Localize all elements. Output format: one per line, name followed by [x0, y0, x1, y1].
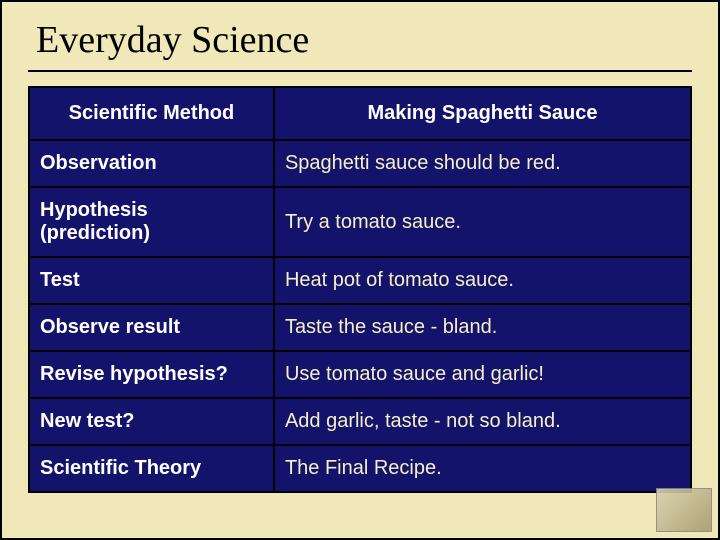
cell-method: Scientific Theory: [29, 445, 274, 492]
cell-example: The Final Recipe.: [274, 445, 691, 492]
cell-method: Observe result: [29, 304, 274, 351]
table-row: Revise hypothesis? Use tomato sauce and …: [29, 351, 691, 398]
table-row: Observation Spaghetti sauce should be re…: [29, 140, 691, 187]
slide-title: Everyday Science: [2, 2, 718, 70]
table-row: Hypothesis (prediction) Try a tomato sau…: [29, 187, 691, 257]
cell-method: New test?: [29, 398, 274, 445]
title-underline: [28, 70, 692, 72]
cell-example: Taste the sauce - bland.: [274, 304, 691, 351]
cell-example: Use tomato sauce and garlic!: [274, 351, 691, 398]
cell-example: Try a tomato sauce.: [274, 187, 691, 257]
cell-method: Observation: [29, 140, 274, 187]
cell-method: Test: [29, 257, 274, 304]
cell-method: Hypothesis (prediction): [29, 187, 274, 257]
table-row: New test? Add garlic, taste - not so bla…: [29, 398, 691, 445]
comparison-table: Scientific Method Making Spaghetti Sauce…: [28, 86, 692, 493]
table-row: Test Heat pot of tomato sauce.: [29, 257, 691, 304]
decorative-corner-image: [656, 488, 712, 532]
column-header-example: Making Spaghetti Sauce: [274, 87, 691, 140]
cell-example: Add garlic, taste - not so bland.: [274, 398, 691, 445]
table-row: Observe result Taste the sauce - bland.: [29, 304, 691, 351]
column-header-method: Scientific Method: [29, 87, 274, 140]
cell-example: Spaghetti sauce should be red.: [274, 140, 691, 187]
table-row: Scientific Theory The Final Recipe.: [29, 445, 691, 492]
table-header-row: Scientific Method Making Spaghetti Sauce: [29, 87, 691, 140]
cell-method: Revise hypothesis?: [29, 351, 274, 398]
table-container: Scientific Method Making Spaghetti Sauce…: [2, 86, 718, 493]
cell-example: Heat pot of tomato sauce.: [274, 257, 691, 304]
